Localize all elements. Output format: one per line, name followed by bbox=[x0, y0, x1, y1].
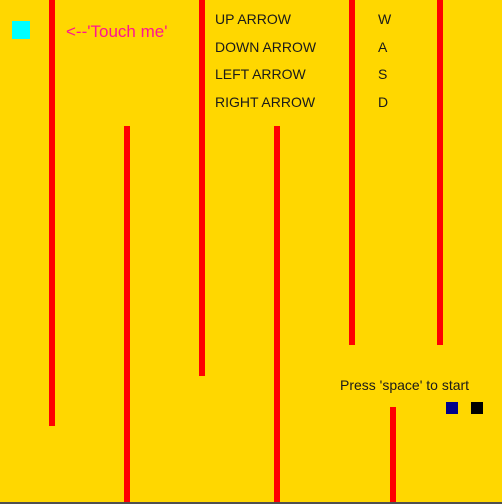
maze-wall bbox=[349, 0, 355, 345]
goal-label: <--'Touch me' bbox=[66, 22, 168, 41]
control-d-key: D bbox=[378, 94, 389, 110]
control-s-key: S bbox=[378, 66, 388, 82]
maze-wall bbox=[124, 126, 130, 504]
goal-target[interactable] bbox=[12, 21, 30, 39]
control-down-label: DOWN ARROW bbox=[215, 39, 317, 55]
maze-wall bbox=[49, 0, 55, 426]
player-black bbox=[471, 402, 483, 414]
start-prompt: Press 'space' to start bbox=[340, 377, 470, 393]
control-a-key: A bbox=[378, 39, 388, 55]
control-left-label: LEFT ARROW bbox=[215, 66, 306, 82]
maze-wall bbox=[437, 0, 443, 345]
maze-wall bbox=[274, 126, 280, 504]
maze-wall bbox=[199, 0, 205, 376]
control-w-key: W bbox=[378, 11, 392, 27]
maze-wall bbox=[390, 407, 396, 504]
control-up-label: UP ARROW bbox=[215, 11, 291, 27]
control-right-label: RIGHT ARROW bbox=[215, 94, 316, 110]
player-blue bbox=[446, 402, 458, 414]
